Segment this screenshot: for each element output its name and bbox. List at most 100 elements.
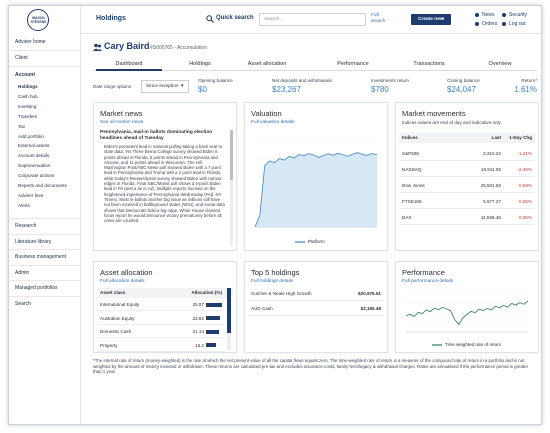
date-range-value: Since inception <box>146 84 179 89</box>
asset-class: Property <box>100 342 118 348</box>
nav-item[interactable]: Managed portfolios <box>15 285 58 292</box>
nav-item[interactable]: Business management <box>15 254 66 261</box>
search-icon[interactable] <box>206 15 214 23</box>
performance-line <box>405 300 529 326</box>
nav-subitem[interactable]: Investing <box>18 103 37 109</box>
card-link[interactable]: Full valuation details <box>251 120 295 125</box>
account-id: #S000765 - Accumulation <box>150 45 207 51</box>
nav-subitem[interactable]: Account details <box>18 153 50 159</box>
tab[interactable]: Transactions <box>413 61 445 67</box>
divider <box>9 249 80 251</box>
nav-subitem[interactable]: Add portfolio <box>18 133 44 139</box>
link-icon <box>475 13 479 17</box>
card-title: Valuation <box>251 109 282 118</box>
card-link[interactable]: Full performance details <box>402 279 454 284</box>
table-cell: -1.21% <box>517 151 532 156</box>
top-bar <box>81 6 541 34</box>
tab[interactable]: Performance <box>337 61 369 67</box>
nav-subitem[interactable]: Tax <box>18 123 26 129</box>
table-cell: FTSE100 <box>402 199 422 204</box>
legend-label: Platform <box>308 239 325 244</box>
divider <box>9 233 80 235</box>
allocation-value: 21.14 <box>192 329 205 334</box>
full-search-link[interactable]: Full search <box>371 13 386 24</box>
card-link[interactable]: Full allocation details <box>100 279 145 284</box>
nav-item[interactable]: Search <box>15 301 31 307</box>
legend-label: Time weighted rate of return <box>445 342 502 347</box>
divider <box>9 66 80 67</box>
select-caret: ▾ <box>181 83 184 89</box>
sidebar: MASON STEVENS Adviser home Client Account H… <box>9 6 81 424</box>
table-header <box>399 133 535 143</box>
news-headline[interactable]: Pennsylvania, mail-in ballots dominating… <box>100 130 213 141</box>
card-title: Market movements <box>402 109 466 118</box>
column-header: 1-Day Chg <box>509 135 532 140</box>
card-title: Performance <box>402 268 445 277</box>
tab[interactable]: Holdings <box>189 61 211 67</box>
nav-subitem[interactable]: Transfers <box>18 113 38 119</box>
header-link[interactable]: News <box>482 12 495 18</box>
header-link[interactable]: Orders <box>482 21 498 27</box>
tab[interactable]: Dashboard <box>115 61 143 67</box>
market-movements-card: Market movements Indices values are end … <box>395 102 539 251</box>
client-name: Cary Baird <box>104 41 150 51</box>
tab[interactable]: Asset allocation <box>247 61 287 67</box>
nav-subitem[interactable]: Reports and documents <box>18 183 67 188</box>
nav-subitem[interactable]: Alerts <box>18 202 30 208</box>
table-cell: 5,577.27 <box>483 199 501 204</box>
card-link[interactable]: See all market news <box>100 120 144 125</box>
nav-item[interactable]: Research <box>15 223 37 229</box>
allocation-value: 16.2 <box>195 342 204 348</box>
nav-item[interactable]: Account <box>15 72 35 78</box>
table-cell: -0.05% <box>517 199 532 204</box>
valuation-area <box>255 152 377 227</box>
nav-item[interactable]: Literature library <box>15 238 52 245</box>
create-new-button[interactable]: Create new ▾ <box>411 14 451 25</box>
search-input[interactable]: Search... <box>259 13 366 26</box>
scrollbar-thumb[interactable] <box>227 288 231 333</box>
nav-subitem[interactable]: External assets <box>18 143 50 149</box>
row-divider <box>399 208 535 209</box>
nav-subitem[interactable]: Superannuation <box>18 163 51 169</box>
row-divider <box>97 310 225 311</box>
nav-item[interactable]: Client <box>15 55 28 61</box>
performance-card: Performance Full performance details Tim… <box>395 261 539 353</box>
link-icon <box>475 22 479 26</box>
table-cell: NASDAQ <box>402 167 422 172</box>
table-cell: -0.59% <box>517 183 532 188</box>
stat-value: 1.61% <box>514 85 537 94</box>
stat-label: Closing balance <box>447 78 480 83</box>
header-link[interactable]: Log out <box>509 21 526 27</box>
tab[interactable]: Overview <box>488 61 512 67</box>
date-range-label: Date range options <box>93 84 132 89</box>
card-title: Top 5 holdings <box>251 268 300 277</box>
caret: ▾ <box>442 16 445 21</box>
performance-chart <box>405 293 529 333</box>
nav-item[interactable]: Admin <box>15 269 30 276</box>
nav-subitem[interactable]: Cash hub <box>18 93 38 99</box>
card-link[interactable]: Full holdings details <box>251 279 294 284</box>
news-body: Biden's persistent lead in national poll… <box>104 144 225 224</box>
market-news-card: Market news See all market news Pennsylv… <box>93 102 237 251</box>
tab-rule <box>93 70 537 71</box>
table-cell: -2.45% <box>517 167 532 172</box>
holding-value: $20,975.51 <box>358 291 381 296</box>
table-cell: Dow Jones <box>402 183 425 188</box>
nav-subitem[interactable]: Holdings <box>18 84 38 89</box>
column-header: Allocation (%) <box>191 290 222 295</box>
nav-item[interactable]: Adviser home <box>15 39 46 45</box>
link-icon <box>502 13 506 17</box>
table-cell: S&P500 <box>402 151 419 156</box>
nav-subitem[interactable]: Adviser fees <box>18 192 44 198</box>
allocation-bar <box>206 329 219 334</box>
scrollbar-thumb[interactable] <box>230 130 233 180</box>
date-range-select[interactable]: Since inception ▾ <box>141 80 189 93</box>
holding-value: $3,155.48 <box>360 306 381 311</box>
nav-subitem[interactable]: Corporate actions <box>18 173 55 179</box>
stat-label: Return* <box>521 78 537 83</box>
header-link[interactable]: Security <box>509 12 528 18</box>
divider <box>9 280 80 282</box>
divider <box>9 264 80 266</box>
holding-name: AUD Cash <box>251 306 273 311</box>
